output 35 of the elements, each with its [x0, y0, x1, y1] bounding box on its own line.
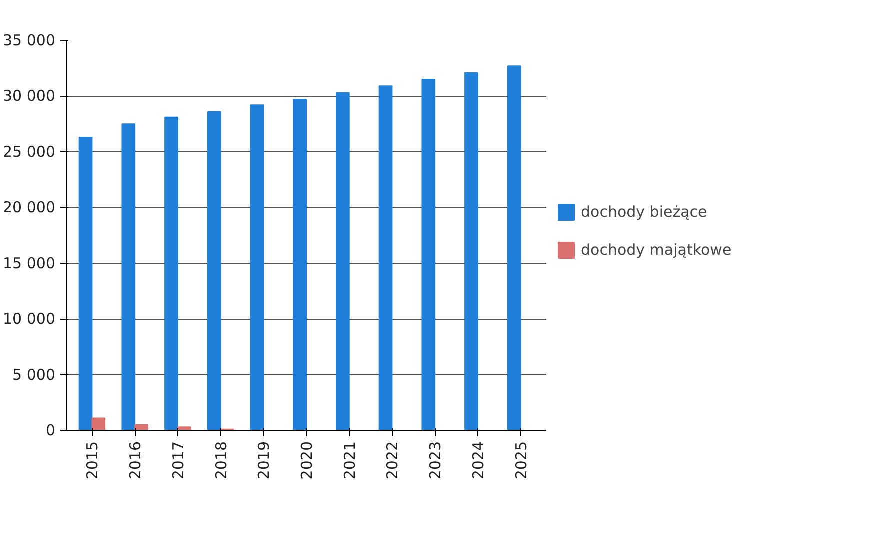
x-tick-label: 2019 — [255, 441, 274, 480]
legend-label: dochody majątkowe — [581, 241, 732, 259]
y-tick-label: 5 000 — [12, 366, 56, 384]
y-tick-label: 15 000 — [3, 254, 56, 272]
x-tick-label: 2018 — [212, 441, 230, 480]
x-tick-label: 2023 — [426, 441, 445, 480]
bar — [507, 66, 522, 430]
bar — [78, 136, 93, 430]
y-tick-label: 35 000 — [3, 32, 56, 50]
x-tick-label: 2021 — [340, 441, 359, 480]
bar — [422, 79, 436, 430]
bar — [92, 418, 106, 430]
bar — [134, 424, 148, 430]
bar — [250, 104, 264, 430]
bar — [464, 72, 478, 430]
bar — [164, 116, 178, 430]
y-tick-label: 10 000 — [3, 310, 56, 328]
legend-label: dochody bieżące — [581, 203, 708, 221]
x-tick-label: 2025 — [512, 441, 530, 480]
x-tick-label: 2022 — [384, 441, 402, 480]
y-tick-label: 0 — [46, 422, 56, 440]
bar — [177, 426, 192, 430]
x-tick-label: 2015 — [84, 441, 102, 480]
bar — [207, 111, 222, 430]
bar — [336, 92, 350, 430]
x-tick-label: 2020 — [298, 441, 316, 480]
x-tick-label: 2024 — [469, 441, 488, 480]
x-tick-label: 2016 — [126, 441, 145, 480]
x-tick-label: 2017 — [169, 441, 188, 480]
y-tick-label: 30 000 — [3, 87, 56, 106]
bar — [378, 86, 393, 430]
bar — [293, 99, 307, 430]
bar — [122, 124, 136, 430]
y-tick-label: 20 000 — [3, 198, 56, 217]
y-tick-label: 25 000 — [3, 142, 56, 161]
